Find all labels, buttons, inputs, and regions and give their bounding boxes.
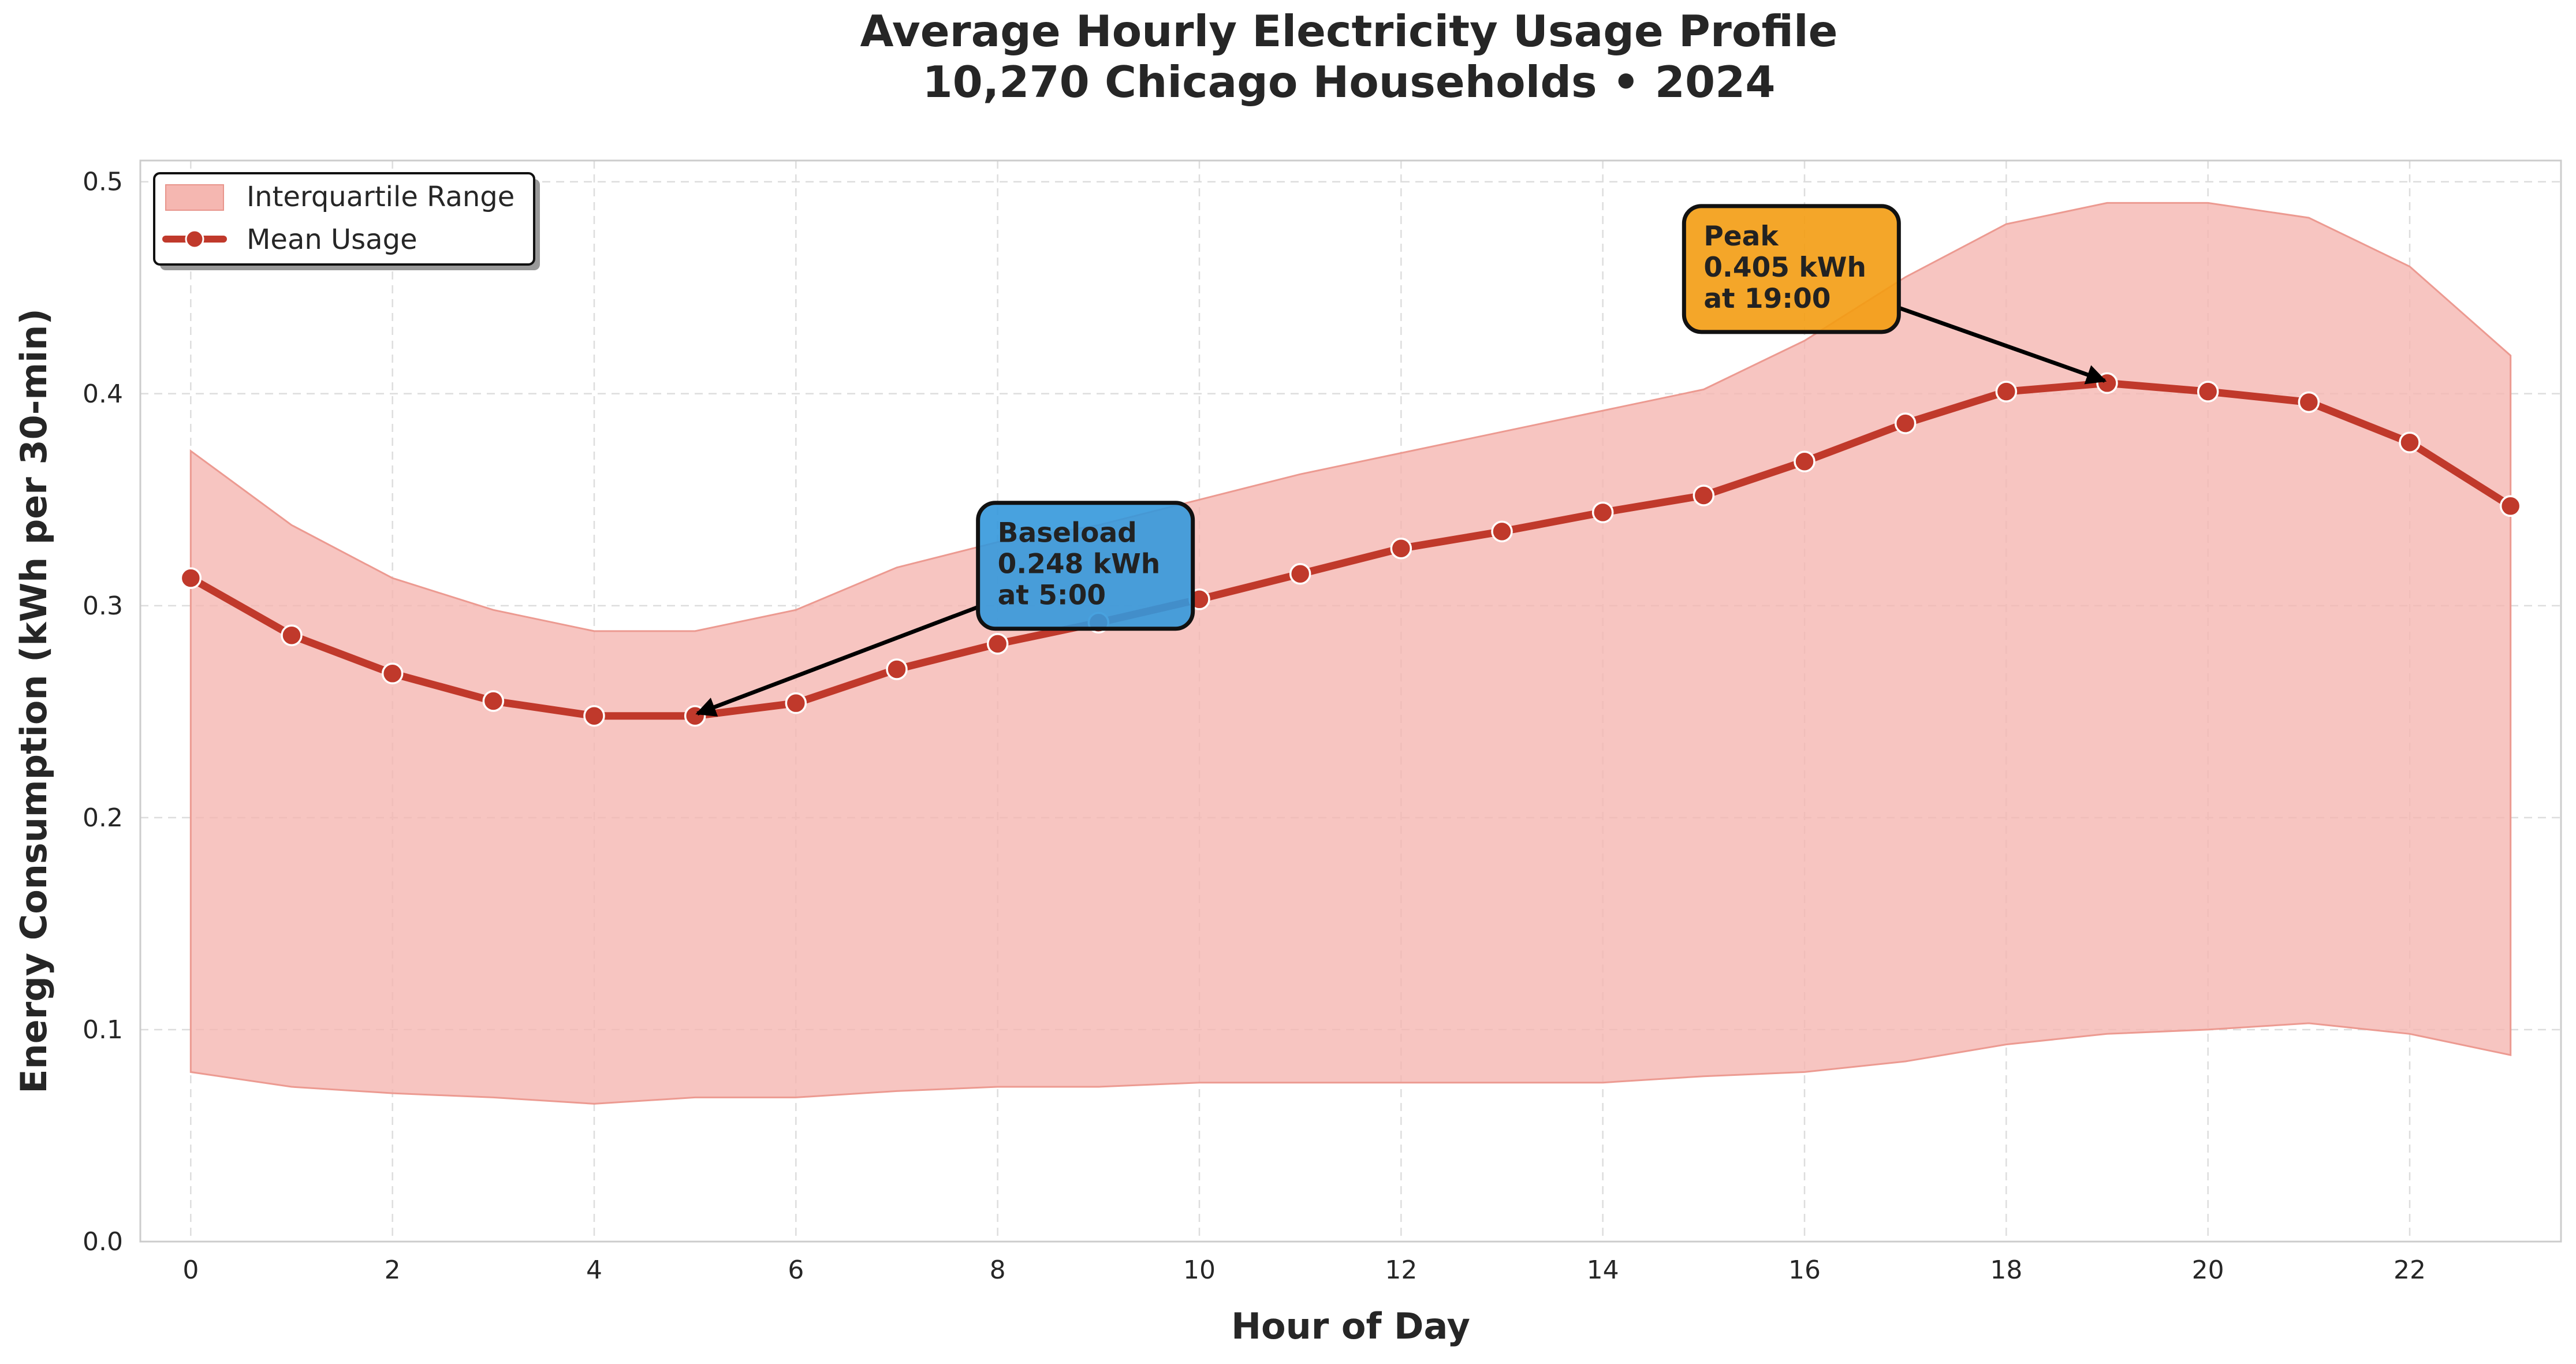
y-tick-label: 0.0 — [83, 1227, 123, 1257]
x-tick-label: 14 — [1587, 1255, 1619, 1285]
x-tick-label: 8 — [990, 1255, 1006, 1285]
mean-usage-point — [1591, 501, 1614, 524]
y-tick-label: 0.5 — [83, 167, 123, 197]
x-tick-label: 6 — [788, 1255, 804, 1285]
mean-usage-point — [2399, 431, 2421, 453]
x-tick-label: 12 — [1385, 1255, 1417, 1285]
mean-usage-point — [986, 633, 1009, 655]
annotation-text-line: 0.248 kWh — [998, 549, 1161, 580]
mean-usage-point — [2197, 381, 2219, 403]
mean-usage-point — [1491, 520, 1513, 543]
mean-usage-point — [281, 624, 303, 646]
axis-ticks: 0 2 4 6 8 10 12 14 16 18 20 22 0.0 0.1 0.2 0.3 0.4 0.5 — [83, 167, 2426, 1285]
x-tick-label: 18 — [1990, 1255, 2022, 1285]
x-tick-label: 0 — [182, 1255, 199, 1285]
y-tick-label: 0.3 — [83, 591, 123, 621]
chart-subtitle: 10,270 Chicago Households • 2024 — [922, 57, 1775, 107]
annotation-arrow — [695, 605, 979, 717]
annotation-text-line: at 19:00 — [1703, 283, 1831, 315]
y-axis-label: Energy Consumption (kWh per 30-min) — [13, 308, 55, 1094]
mean-usage-point — [381, 662, 404, 685]
annotation-text-line: at 5:00 — [998, 580, 1106, 612]
annotation-box — [1682, 204, 1901, 334]
mean-usage-point — [1894, 412, 1917, 434]
x-tick-label: 10 — [1183, 1255, 1216, 1285]
mean-usage-point — [1995, 381, 2018, 403]
mean-usage-point — [2499, 495, 2522, 517]
annotation-text-line: Peak — [1703, 221, 1779, 252]
legend-mean-label: Mean Usage — [247, 223, 417, 256]
mean-usage-line — [187, 379, 2515, 720]
mean-usage-point — [2096, 372, 2118, 394]
y-tick-label: 0.4 — [83, 379, 123, 409]
legend-iqr-label: Interquartile Range — [247, 181, 515, 213]
x-tick-label: 16 — [1788, 1255, 1821, 1285]
x-tick-label: 2 — [385, 1255, 401, 1285]
mean-usage-point — [1390, 537, 1412, 560]
legend-item-iqr: Interquartile Range — [165, 181, 515, 213]
annotation-box — [976, 501, 1195, 631]
x-tick-label: 22 — [2394, 1255, 2426, 1285]
mean-usage-point — [2298, 391, 2320, 413]
mean-usage-point — [1289, 563, 1311, 585]
annotation-text-line: Baseload — [998, 517, 1137, 549]
y-tick-label: 0.1 — [83, 1015, 123, 1045]
mean-usage-point — [1693, 485, 1715, 506]
legend-box — [153, 172, 535, 266]
mean-usage-point — [1794, 450, 1815, 472]
x-tick-label: 20 — [2192, 1255, 2224, 1285]
annotation-arrow — [1898, 305, 2107, 385]
plot-area-frame — [139, 159, 2562, 1243]
legend: Interquartile Range Mean Usage — [153, 172, 540, 270]
mean-usage-point — [886, 658, 908, 680]
legend-item-mean: Mean Usage — [162, 223, 417, 256]
mean-usage-point — [482, 690, 505, 712]
mean-usage-point — [180, 567, 202, 589]
annotation-text-line: 0.405 kWh — [1703, 252, 1866, 284]
legend-mean-marker — [185, 229, 204, 249]
legend-iqr-swatch — [165, 184, 224, 211]
x-axis-label: Hour of Day — [1231, 1305, 1470, 1347]
mean-usage-point — [684, 705, 706, 727]
mean-usage-point — [785, 692, 807, 714]
y-tick-label: 0.2 — [83, 803, 123, 833]
x-tick-label: 4 — [586, 1255, 602, 1285]
chart-title: Average Hourly Electricity Usage Profile — [860, 6, 1837, 57]
mean-usage-point — [583, 705, 605, 727]
